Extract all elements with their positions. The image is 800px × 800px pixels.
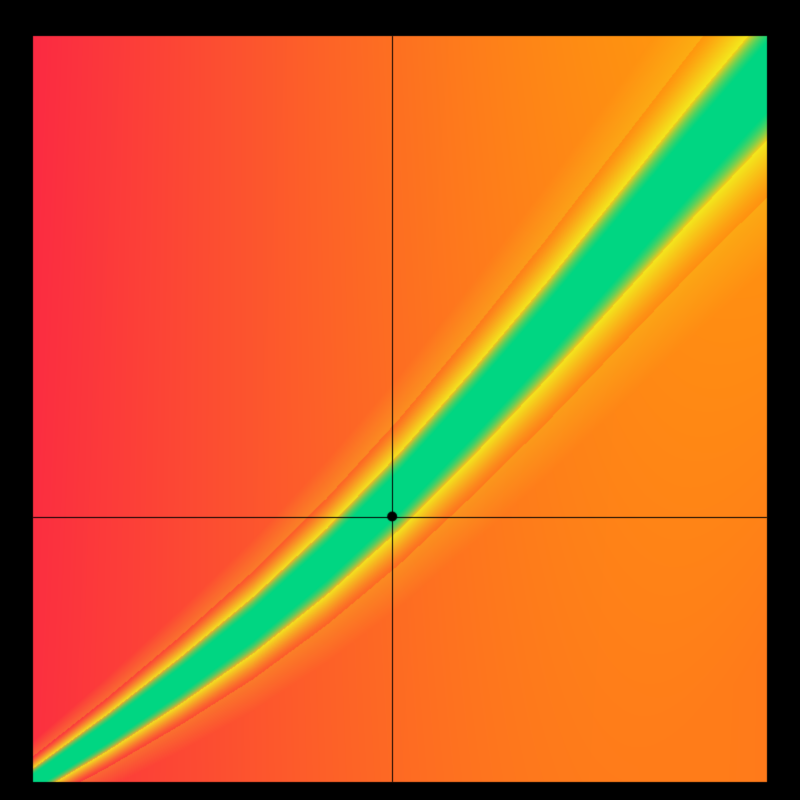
chart-container: TheBottleneck.com <box>0 0 800 800</box>
overlay-canvas <box>0 0 800 800</box>
